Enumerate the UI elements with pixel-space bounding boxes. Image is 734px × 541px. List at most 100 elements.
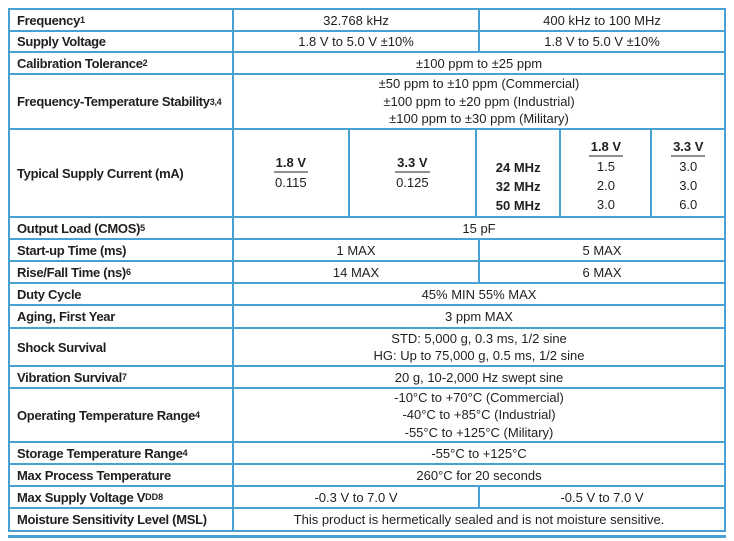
label-text: Calibration Tolerance [17, 55, 143, 71]
current-value: 6.0 [679, 197, 698, 212]
current-value: 0.125 [396, 174, 429, 190]
value-cell-span: 260°C for 20 seconds [234, 465, 724, 485]
supply-current-freq-column: 24 MHz 32 MHz 50 MHz [475, 130, 559, 216]
row-values: -10°C to +70°C (Commercial) -40°C to +85… [234, 389, 724, 441]
current-value: 1.5 [596, 159, 615, 174]
voltage-header-1v8: 1.8 V [273, 155, 308, 173]
current-value: 3.0 [679, 178, 698, 193]
supply-current-cell-3v3-32khz: 3.3 V 0.125 [347, 130, 475, 216]
value-text: 1 MAX [336, 242, 376, 258]
value-cell-span: ±50 ppm to ±10 ppm (Commercial) ±100 ppm… [234, 75, 724, 128]
label-text: Rise/Fall Time (ns) [17, 264, 126, 280]
value-cell-span: STD: 5,000 g, 0.3 ms, 1/2 sine HG: Up to… [234, 329, 724, 365]
spec-row-max-process-temp: Max Process Temperature 260°C for 20 sec… [10, 465, 724, 487]
value-text: 400 kHz to 100 MHz [543, 12, 661, 28]
value-cell-mhz: 6 MAX [478, 262, 724, 282]
bottom-divider-rule [8, 535, 726, 538]
row-label-duty-cycle: Duty Cycle [10, 284, 234, 304]
row-values: ±100 ppm to ±25 ppm [234, 53, 724, 73]
value-text: 32.768 kHz [323, 12, 389, 28]
label-text: Shock Survival [17, 339, 107, 355]
value-cell-span: 3 ppm MAX [234, 306, 724, 327]
spec-row-supply-voltage: Supply Voltage 1.8 V to 5.0 V ±10% 1.8 V… [10, 32, 724, 53]
row-label-max-supply-voltage: Max Supply Voltage V DD 8 [10, 487, 234, 507]
label-text: Storage Temperature Range [17, 445, 183, 461]
row-label-typical-supply-current: Typical Supply Current (mA) [10, 130, 234, 216]
row-label-max-process-temp: Max Process Temperature [10, 465, 234, 485]
row-values: -55°C to +125°C [234, 443, 724, 463]
row-values: ±50 ppm to ±10 ppm (Commercial) ±100 ppm… [234, 75, 724, 128]
value-text: 20 g, 10-2,000 Hz swept sine [394, 369, 564, 385]
row-label-supply-voltage: Supply Voltage [10, 32, 234, 51]
value-text: 1.8 V to 5.0 V ±10% [298, 34, 414, 49]
spec-row-shock-survival: Shock Survival STD: 5,000 g, 0.3 ms, 1/2… [10, 329, 724, 367]
value-text: 260°C for 20 seconds [416, 467, 542, 483]
row-label-operating-temp-range: Operating Temperature Range 4 [10, 389, 234, 441]
row-label-startup-time: Start-up Time (ms) [10, 240, 234, 260]
value-cell-mhz: 1.8 V to 5.0 V ±10% [478, 32, 724, 51]
spec-row-rise-fall-time: Rise/Fall Time (ns) 6 14 MAX 6 MAX [10, 262, 724, 284]
value-text: 3 ppm MAX [445, 309, 513, 324]
row-values: 260°C for 20 seconds [234, 465, 724, 485]
value-cell-span: 15 pF [234, 218, 724, 238]
spec-row-startup-time: Start-up Time (ms) 1 MAX 5 MAX [10, 240, 724, 262]
label-text: Frequency [17, 12, 81, 28]
label-text: Operating Temperature Range [17, 407, 196, 423]
row-values: 1.8 V to 5.0 V ±10% 1.8 V to 5.0 V ±10% [234, 32, 724, 51]
row-label-vibration-survival: Vibration Survival 7 [10, 367, 234, 387]
value-text: -0.5 V to 7.0 V [560, 489, 644, 505]
row-label-output-load: Output Load (CMOS) 5 [10, 218, 234, 238]
value-cell-32khz: 32.768 kHz [234, 10, 478, 30]
row-values: -0.3 V to 7.0 V -0.5 V to 7.0 V [234, 487, 724, 507]
current-value: 3.0 [679, 159, 698, 174]
spec-row-freq-temp-stability: Frequency-Temperature Stability 3,4 ±50 p… [10, 75, 724, 130]
row-values: 45% MIN 55% MAX [234, 284, 724, 304]
value-cell-32khz: -0.3 V to 7.0 V [234, 487, 478, 507]
current-value: 2.0 [596, 178, 615, 193]
value-line-industrial: -40°C to +85°C (Industrial) [402, 407, 556, 423]
value-text: ±100 ppm to ±25 ppm [415, 55, 543, 71]
voltage-header-3v3: 3.3 V [671, 139, 706, 157]
voltage-header-1v8: 1.8 V [588, 139, 624, 157]
spec-row-output-load: Output Load (CMOS) 5 15 pF [10, 218, 724, 240]
current-value: 0.115 [275, 174, 307, 190]
spec-row-max-supply-voltage: Max Supply Voltage V DD 8 -0.3 V to 7.0 V … [10, 487, 724, 509]
value-text: -55°C to +125°C [431, 445, 527, 461]
value-cell-32khz: 1 MAX [234, 240, 478, 260]
row-label-calibration-tolerance: Calibration Tolerance 2 [10, 53, 234, 73]
value-cell-span: ±100 ppm to ±25 ppm [234, 53, 724, 73]
value-text: 1.8 V to 5.0 V ±10% [544, 34, 660, 49]
value-text: 5 MAX [582, 242, 622, 258]
value-cell-mhz: -0.5 V to 7.0 V [478, 487, 724, 507]
spec-row-frequency: Frequency 1 32.768 kHz 400 kHz to 100 MHz [10, 10, 724, 32]
row-values: 32.768 kHz 400 kHz to 100 MHz [234, 10, 724, 30]
value-cell-mhz: 5 MAX [478, 240, 724, 260]
value-cell-span: -55°C to +125°C [234, 443, 724, 463]
value-line-industrial: ±100 ppm to ±20 ppm (Industrial) [383, 93, 575, 109]
value-text: -0.3 V to 7.0 V [314, 489, 398, 505]
label-text: Supply Voltage [17, 34, 106, 49]
value-text: This product is hermetically sealed and … [293, 512, 665, 527]
value-cell-span: 45% MIN 55% MAX [234, 284, 724, 304]
value-text: 14 MAX [332, 264, 380, 280]
value-cell-32khz: 1.8 V to 5.0 V ±10% [234, 32, 478, 51]
value-cell-32khz: 14 MAX [234, 262, 478, 282]
label-text: Output Load (CMOS) [17, 220, 141, 236]
value-line-military: -55°C to +125°C (Military) [404, 424, 554, 440]
label-text: Max Process Temperature [17, 467, 171, 483]
label-text: Max Supply Voltage V [17, 489, 146, 505]
label-text: Typical Supply Current (mA) [17, 165, 184, 181]
label-text: Aging, First Year [17, 309, 115, 324]
spec-row-storage-temp-range: Storage Temperature Range 4 -55°C to +125… [10, 443, 724, 465]
row-label-shock-survival: Shock Survival [10, 329, 234, 365]
label-text: Duty Cycle [17, 286, 82, 302]
spec-row-calibration-tolerance: Calibration Tolerance 2 ±100 ppm to ±25 p… [10, 53, 724, 75]
value-cell-span: -10°C to +70°C (Commercial) -40°C to +85… [234, 389, 724, 441]
label-text: Frequency-Temperature Stability [17, 94, 210, 109]
label-text: Vibration Survival [17, 369, 122, 385]
row-values: STD: 5,000 g, 0.3 ms, 1/2 sine HG: Up to… [234, 329, 724, 365]
value-cell-mhz: 400 kHz to 100 MHz [478, 10, 724, 30]
row-values: 1 MAX 5 MAX [234, 240, 724, 260]
current-value: 3.0 [596, 197, 615, 212]
